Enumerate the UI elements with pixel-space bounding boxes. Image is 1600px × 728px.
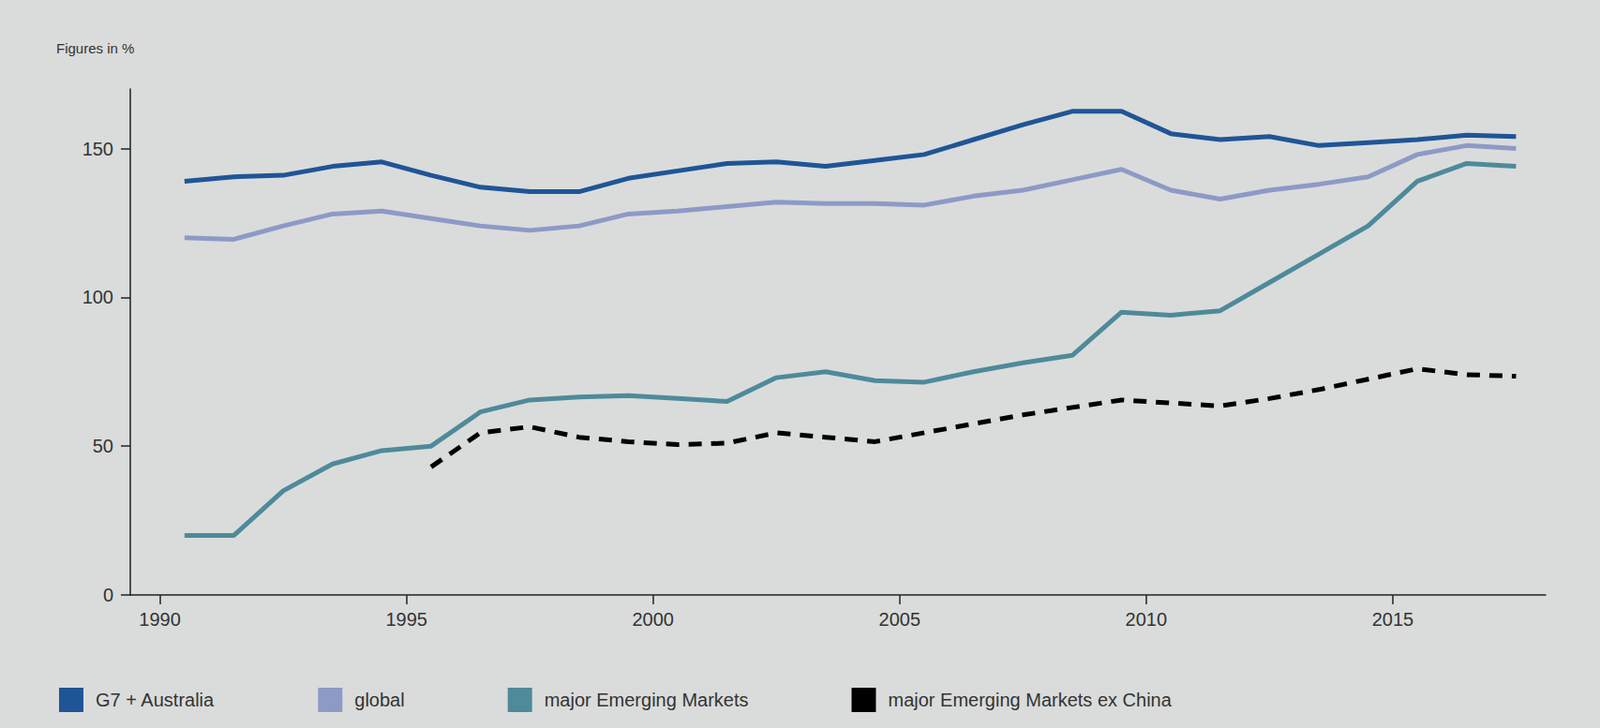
svg-text:global: global <box>354 689 404 711</box>
svg-text:1990: 1990 <box>138 609 181 630</box>
svg-text:2005: 2005 <box>879 609 922 630</box>
svg-text:major Emerging Markets ex Chin: major Emerging Markets ex China <box>888 689 1173 711</box>
svg-text:0: 0 <box>103 584 114 606</box>
svg-text:150: 150 <box>82 138 114 160</box>
svg-text:G7 + Australia: G7 + Australia <box>95 689 215 711</box>
svg-text:100: 100 <box>82 286 114 308</box>
svg-text:2015: 2015 <box>1372 609 1415 630</box>
svg-text:Figures in %: Figures in % <box>56 40 135 57</box>
svg-text:major Emerging Markets: major Emerging Markets <box>544 689 749 711</box>
svg-text:2010: 2010 <box>1125 609 1168 630</box>
svg-text:2000: 2000 <box>631 609 674 630</box>
svg-text:50: 50 <box>92 435 114 457</box>
svg-text:1995: 1995 <box>385 609 428 630</box>
